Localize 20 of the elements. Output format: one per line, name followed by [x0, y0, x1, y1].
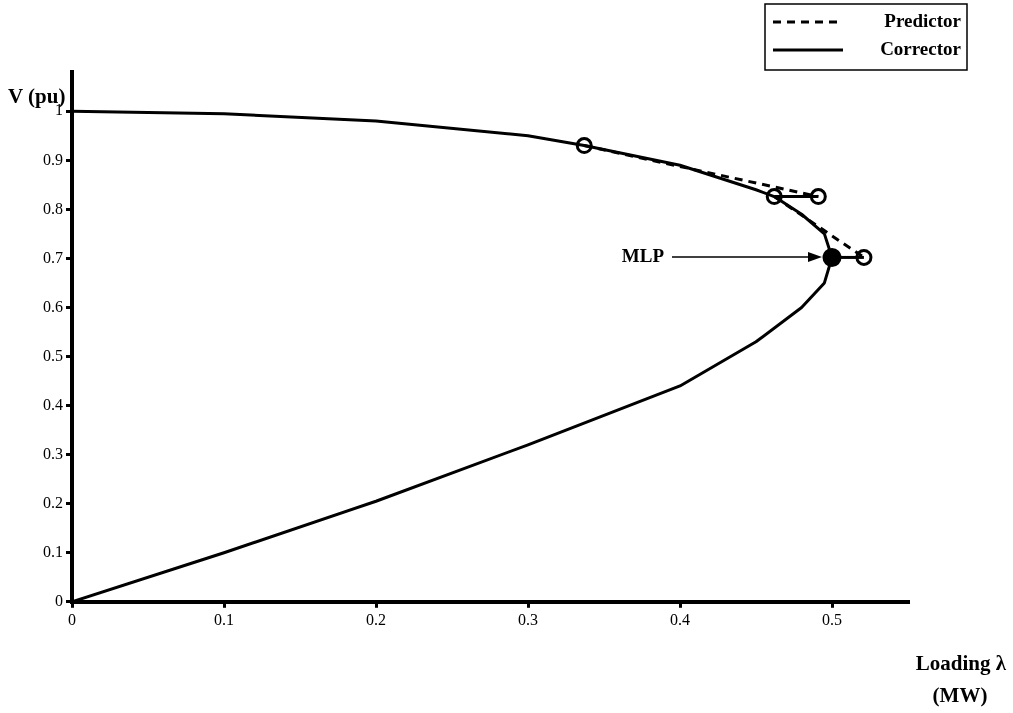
legend-label: Predictor	[884, 9, 962, 31]
y-tick-label: 0.6	[43, 297, 63, 315]
y-tick-label: 0.1	[43, 542, 63, 560]
y-tick-label: 0.9	[43, 150, 63, 168]
x-tick-label: 0.4	[670, 610, 690, 628]
legend-label: Corrector	[880, 37, 962, 59]
y-tick-label: 0.8	[43, 199, 63, 217]
y-tick-label: 0.4	[43, 395, 63, 413]
annotation: MLP	[621, 245, 665, 267]
x-tick-label: 0.5	[822, 610, 842, 628]
x-tick-label: 0	[68, 610, 76, 628]
y-tick-label: 0.3	[43, 444, 63, 462]
x-axis-title: Loading λ (MW)	[915, 651, 1007, 708]
y-tick-label: 0.7	[43, 248, 63, 266]
y-tick-label: 0.2	[43, 493, 63, 511]
y-tick-label: 0.5	[43, 346, 63, 364]
x-tick-label: 0.3	[518, 610, 538, 628]
y-tick-label: 0	[55, 592, 63, 609]
x-tick-label: 0.1	[214, 610, 234, 628]
x-tick-label: 0.2	[366, 610, 386, 628]
